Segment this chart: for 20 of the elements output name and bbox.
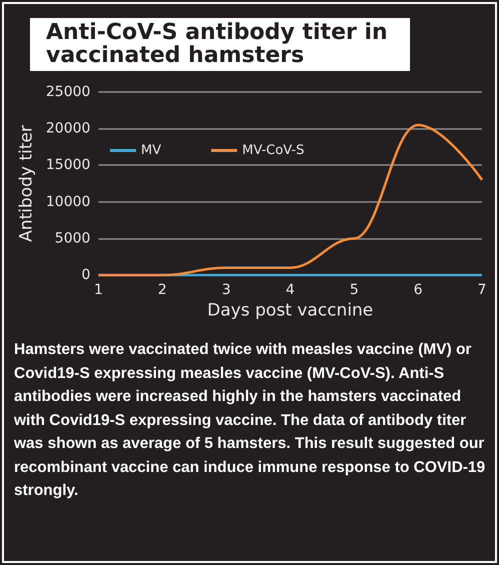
x-tick-label: 7 <box>478 282 486 298</box>
line-series <box>97 124 484 276</box>
x-tick-label: 3 <box>222 282 231 298</box>
x-tick-label: 1 <box>94 282 103 298</box>
text: Hamsters were vaccinated twice with measles vaccine (MV) or Covid19-S expressing measles vaccine (MV-CoV-S). Anti-S antibodies were increased highly in the hamsters vaccinated with Covid19-S expressing vaccine. The data of antibody titer was shown as average of 5 hamsters. This result suggested our recombinant vaccine can induce immune response to COVID-19 strongly. <box>14 340 486 501</box>
x-tick-label: 2 <box>158 282 167 298</box>
y-tick-label: 5000 <box>54 230 90 246</box>
y-tick-label: 0 <box>82 267 90 284</box>
chart-title: Anti-CoV-S antibody titer in vaccinated hamsters <box>30 18 410 71</box>
legend-label: MV-CoV-S <box>242 143 304 158</box>
x-tick-label: 4 <box>286 282 295 298</box>
legend-label: MV <box>141 143 162 158</box>
y-tick-label: 20000 <box>46 120 90 137</box>
y-tick-label: 15000 <box>46 157 90 174</box>
y-axis-title: Antibody titer <box>16 125 36 242</box>
y-tick-label: 10000 <box>46 194 90 210</box>
x-tick-label: 5 <box>350 282 359 298</box>
x-axis-title: Days post vaccnine <box>207 300 374 320</box>
x-tick-label: 6 <box>414 282 423 298</box>
y-tick-label: 25000 <box>46 84 90 100</box>
